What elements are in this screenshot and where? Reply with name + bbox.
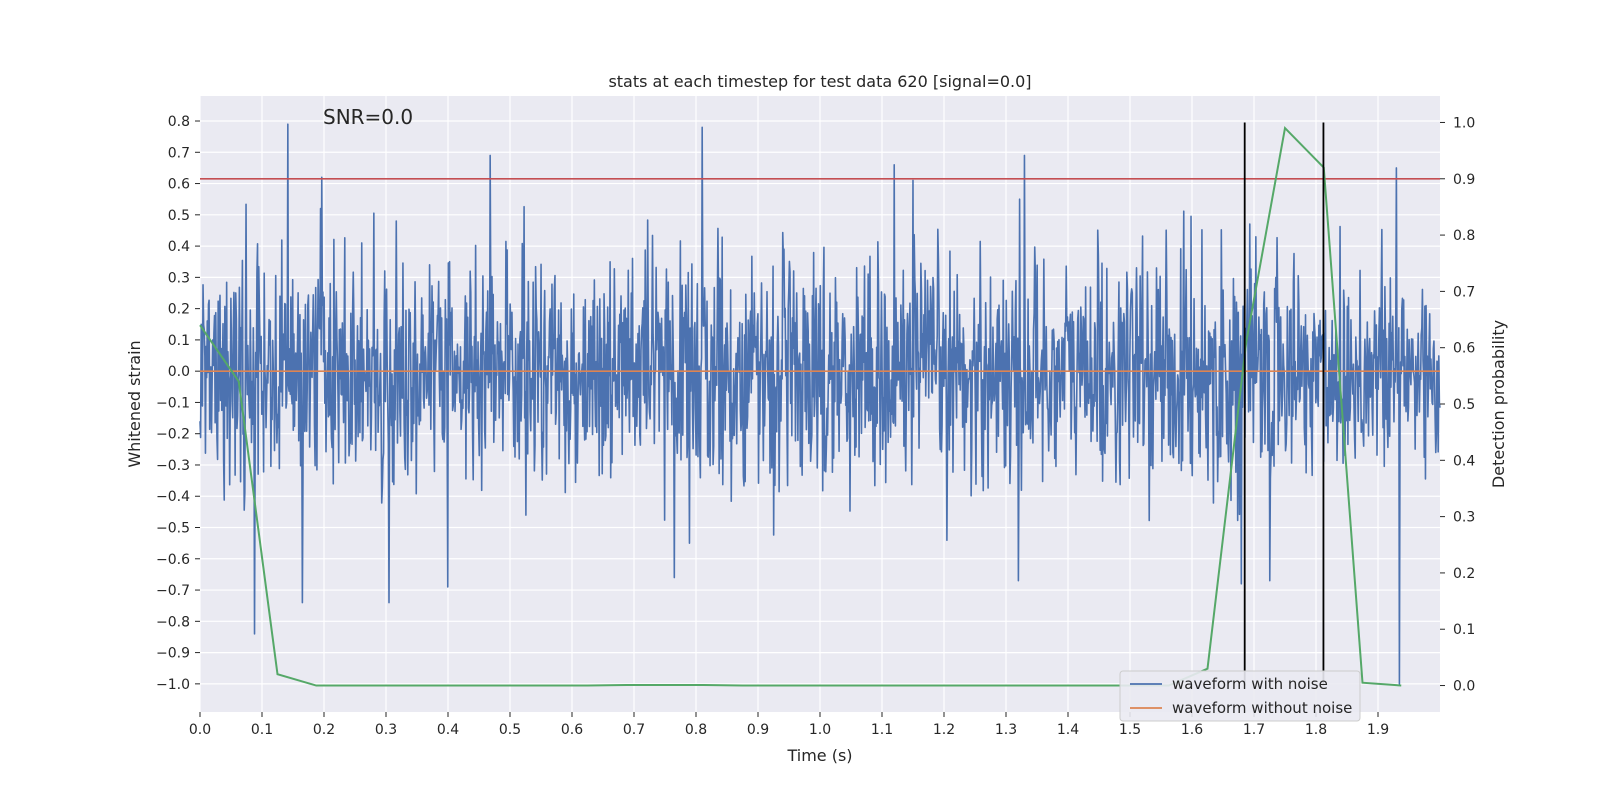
y-axis-right-label: Detection probability: [1489, 320, 1508, 488]
x-tick-label-2: 0.2: [313, 722, 335, 738]
x-tick-label-16: 1.6: [1181, 722, 1203, 738]
x-tick-label-11: 1.1: [871, 722, 893, 738]
y-right-tick-label-7: 0.3: [1453, 510, 1475, 526]
y-tick-label-12: −0.4: [156, 489, 190, 505]
y-right-tick-label-10: 0.0: [1453, 679, 1475, 695]
y-right-tick-label-2: 0.8: [1453, 228, 1475, 244]
y-right-tick-label-3: 0.7: [1453, 284, 1475, 300]
legend: waveform with noise waveform without noi…: [1119, 670, 1361, 722]
x-tick-label-1: 0.1: [251, 722, 273, 738]
snr-annotation: SNR=0.0: [323, 105, 413, 129]
y-right-tick-label-0: 1.0: [1453, 115, 1475, 131]
x-tick-label-7: 0.7: [623, 722, 645, 738]
x-tick-label-9: 0.9: [747, 722, 769, 738]
x-tick-label-8: 0.8: [685, 722, 707, 738]
y-tick-label-11: −0.3: [156, 458, 190, 474]
y-tick-label-18: −1.0: [156, 677, 190, 693]
x-tick-label-0: 0.0: [189, 722, 211, 738]
y-right-tick-label-5: 0.5: [1453, 397, 1475, 413]
y-tick-label-5: 0.3: [168, 270, 190, 286]
x-tick-label-19: 1.9: [1367, 722, 1389, 738]
x-tick-label-14: 1.4: [1057, 722, 1079, 738]
axes-layer: 0.0 0.1 0.2 0.3 0.4 0.5 0.6 0.7 0.8 0.9 1.0 1.1 1.2 1…: [156, 114, 1475, 738]
y-tick-label-13: −0.5: [156, 521, 190, 537]
y-tick-label-4: 0.4: [168, 239, 190, 255]
y-tick-label-8: 0.0: [168, 364, 190, 380]
x-tick-label-13: 1.3: [995, 722, 1017, 738]
y-right-tick-label-4: 0.6: [1453, 341, 1475, 357]
y-right-tick-label-8: 0.2: [1453, 566, 1475, 582]
x-axis-label: Time (s): [786, 746, 852, 765]
y-right-tick-label-6: 0.4: [1453, 453, 1475, 469]
x-tick-label-10: 1.0: [809, 722, 831, 738]
y-tick-label-10: −0.2: [156, 427, 190, 443]
x-tick-label-4: 0.4: [437, 722, 459, 738]
x-tick-label-15: 1.5: [1119, 722, 1141, 738]
y-tick-label-2: 0.6: [168, 177, 190, 193]
y-tick-label-6: 0.2: [168, 302, 190, 318]
y-tick-label-0: 0.8: [168, 114, 190, 130]
y-tick-label-14: −0.6: [156, 552, 190, 568]
y-tick-label-7: 0.1: [168, 333, 190, 349]
y-tick-label-15: −0.7: [156, 583, 190, 599]
legend-label-clean: waveform without noise: [1172, 699, 1352, 717]
y-tick-label-9: −0.1: [156, 395, 190, 411]
chart-title: stats at each timestep for test data 620…: [608, 72, 1031, 91]
y-tick-label-3: 0.5: [168, 208, 190, 224]
x-tick-label-5: 0.5: [499, 722, 521, 738]
y-right-tick-label-9: 0.1: [1453, 622, 1475, 638]
y-axis-label: Whitened strain: [125, 340, 144, 467]
x-tick-label-18: 1.8: [1305, 722, 1327, 738]
y-tick-label-16: −0.8: [156, 614, 190, 630]
legend-label-noisy: waveform with noise: [1172, 675, 1328, 693]
x-tick-label-12: 1.2: [933, 722, 955, 738]
x-tick-label-6: 0.6: [561, 722, 583, 738]
y-tick-label-1: 0.7: [168, 145, 190, 161]
y-right-tick-label-1: 0.9: [1453, 172, 1475, 188]
series-waveform-with-noise: [199, 123, 1441, 685]
x-tick-label-17: 1.7: [1243, 722, 1265, 738]
y-tick-label-17: −0.9: [156, 646, 190, 662]
legend-box: [1119, 670, 1361, 722]
x-tick-label-3: 0.3: [375, 722, 397, 738]
